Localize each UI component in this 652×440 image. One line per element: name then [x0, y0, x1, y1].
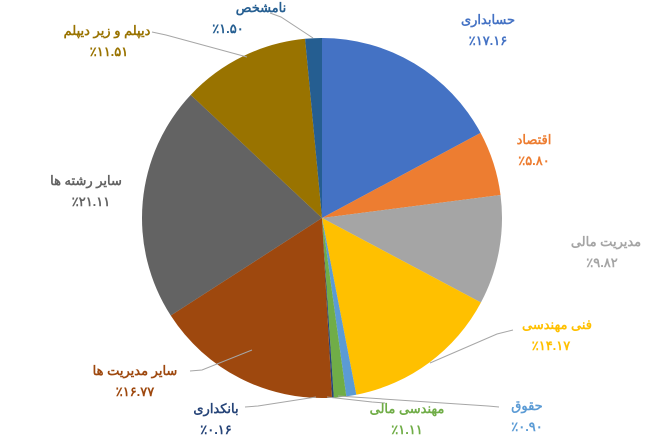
pie-slice-3[interactable] [322, 218, 481, 395]
leader-line-4 [337, 395, 500, 408]
pie-slice-4[interactable] [322, 218, 357, 397]
pie-slice-6[interactable] [322, 218, 334, 398]
leader-line-10 [269, 12, 314, 39]
leader-line-7 [189, 349, 253, 372]
leader-lines-group [151, 12, 514, 408]
pie-slice-7[interactable] [170, 218, 332, 398]
pie-slices-group [141, 38, 502, 398]
pie-slice-9[interactable] [190, 38, 322, 218]
pie-slice-8[interactable] [141, 94, 322, 316]
leader-line-9 [151, 31, 248, 58]
pie-slice-2[interactable] [322, 194, 502, 303]
pie-slice-5[interactable] [322, 218, 347, 398]
pie-slice-10[interactable] [305, 38, 322, 218]
pie-slice-1[interactable] [322, 132, 501, 218]
leader-line-6 [244, 396, 317, 408]
leader-line-3 [429, 329, 514, 364]
leader-line-5 [326, 396, 386, 404]
pie-slice-0[interactable] [322, 38, 481, 218]
